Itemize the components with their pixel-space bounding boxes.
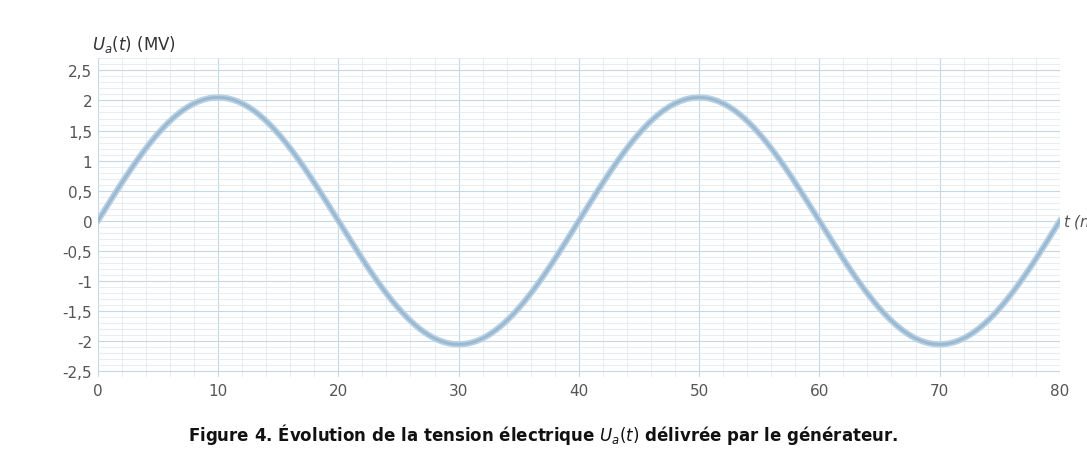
Text: $t$ (ns): $t$ (ns) <box>1063 212 1087 230</box>
Text: Figure 4. Évolution de la tension électrique $\mathit{U_a}\mathit{(t)}$ délivrée: Figure 4. Évolution de la tension électr… <box>188 421 899 446</box>
Text: $U_a(t)$ (MV): $U_a(t)$ (MV) <box>92 34 176 55</box>
